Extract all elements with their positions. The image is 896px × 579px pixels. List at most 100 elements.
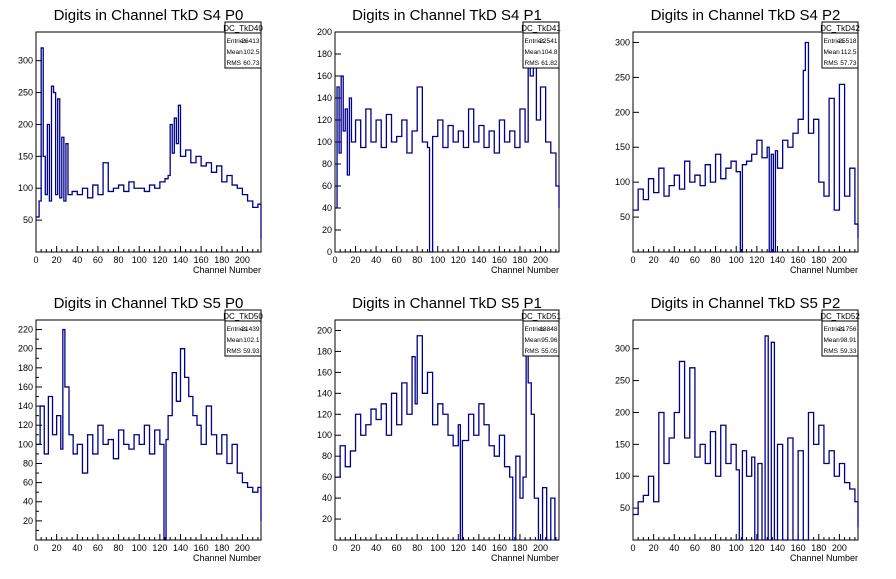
stats-row-value: 25518 [838, 38, 856, 45]
stats-box [224, 21, 262, 69]
x-tick-label: 60 [690, 255, 700, 265]
chart-title: Digits in Channel TkD S4 P1 [352, 7, 542, 24]
stats-row-label: Mean [525, 337, 542, 344]
x-tick-label: 200 [832, 255, 847, 265]
stats-row-value: 61.82 [541, 60, 558, 67]
y-tick-label: 60 [322, 472, 332, 482]
stats-row-label: Entries [525, 326, 546, 333]
y-tick-label: 300 [615, 344, 630, 354]
x-tick-label: 100 [132, 255, 147, 265]
stats-box [522, 21, 560, 69]
x-tick-label: 160 [194, 255, 209, 265]
x-tick-label: 80 [412, 255, 422, 265]
y-tick-label: 150 [615, 142, 630, 152]
x-tick-label: 60 [392, 255, 402, 265]
y-tick-label: 200 [18, 344, 33, 354]
y-tick-label: 160 [317, 71, 332, 81]
x-tick-label: 180 [811, 255, 826, 265]
histogram-series-line [36, 47, 262, 240]
stats-row-value: 55.05 [541, 348, 558, 355]
x-axis-label: Channel Number [193, 265, 261, 275]
x-tick-label: 60 [392, 543, 402, 553]
x-tick-label: 20 [351, 543, 361, 553]
x-tick-label: 120 [749, 543, 764, 553]
x-tick-label: 0 [33, 255, 38, 265]
y-tick-label: 80 [322, 451, 332, 461]
y-tick-label: 160 [317, 367, 332, 377]
y-tick-label: 80 [322, 159, 332, 169]
stats-row-label: Mean [824, 49, 841, 56]
x-tick-label: 180 [512, 543, 527, 553]
y-tick-label: 120 [18, 420, 33, 430]
stats-row-label: Entries [824, 326, 845, 333]
x-tick-label: 120 [152, 255, 167, 265]
x-tick-label: 20 [351, 255, 361, 265]
stats-row-value: 57.73 [840, 60, 857, 67]
x-tick-label: 140 [471, 543, 486, 553]
y-tick-label: 250 [615, 376, 630, 386]
x-tick-label: 160 [194, 543, 209, 553]
x-tick-label: 160 [791, 543, 806, 553]
y-tick-label: 100 [615, 177, 630, 187]
y-tick-label: 200 [317, 27, 332, 37]
stats-box-name: DC_TkD42 [820, 24, 860, 33]
x-tick-label: 140 [471, 255, 486, 265]
y-tick-label: 200 [18, 119, 33, 129]
y-tick-label: 300 [18, 56, 33, 66]
y-tick-label: 150 [18, 151, 33, 161]
x-tick-label: 200 [533, 543, 548, 553]
chart-title: Digits in Channel TkD S4 P0 [54, 7, 244, 24]
x-tick-label: 200 [832, 543, 847, 553]
x-tick-label: 0 [630, 255, 635, 265]
y-tick-label: 100 [18, 183, 33, 193]
plot-frame [35, 31, 262, 253]
x-tick-label: 80 [114, 543, 124, 553]
stats-row-value: 59.93 [243, 348, 260, 355]
x-tick-label: 40 [669, 255, 679, 265]
x-tick-label: 40 [669, 543, 679, 553]
chart-panel-5: Digits in Channel TkD S5 P2 0 20 40 60 80 100 1… [615, 295, 860, 563]
y-tick-label: 50 [23, 215, 33, 225]
plot-frame [35, 319, 262, 541]
stats-row-label: RMS [227, 60, 242, 67]
stats-box [224, 309, 262, 357]
y-tick-label: 40 [23, 497, 33, 507]
stats-row-label: Mean [824, 337, 841, 344]
y-tick-label: 200 [615, 407, 630, 417]
histogram-series-line [335, 42, 560, 253]
stats-row-value: 102.1 [243, 337, 260, 344]
plot-frame [334, 319, 560, 541]
y-tick-label: 60 [322, 181, 332, 191]
x-tick-label: 80 [711, 543, 721, 553]
y-tick-label: 200 [615, 107, 630, 117]
x-tick-label: 180 [512, 255, 527, 265]
stats-row-label: Mean [227, 49, 244, 56]
y-tick-label: 80 [23, 458, 33, 468]
y-tick-label: 50 [620, 503, 630, 513]
x-tick-label: 120 [749, 255, 764, 265]
y-tick-label: 100 [615, 471, 630, 481]
y-tick-label: 40 [322, 203, 332, 213]
x-tick-label: 100 [729, 543, 744, 553]
x-tick-label: 0 [332, 543, 337, 553]
y-tick-label: 180 [18, 363, 33, 373]
x-tick-label: 40 [72, 543, 82, 553]
x-tick-label: 40 [72, 255, 82, 265]
y-tick-label: 20 [23, 516, 33, 526]
stats-box-name: DC_TkD51 [521, 312, 561, 321]
x-tick-label: 40 [371, 543, 381, 553]
y-tick-label: 180 [317, 49, 332, 59]
x-tick-label: 20 [52, 255, 62, 265]
stats-box-name: DC_TkD40 [223, 24, 263, 33]
x-tick-label: 120 [451, 255, 466, 265]
stats-row-label: RMS [525, 60, 540, 67]
x-tick-label: 0 [630, 543, 635, 553]
x-axis-label: Channel Number [491, 265, 559, 275]
x-tick-label: 20 [649, 543, 659, 553]
histogram-series-line [36, 328, 262, 541]
y-tick-label: 140 [317, 93, 332, 103]
x-axis-label: Channel Number [491, 553, 559, 563]
stats-row-label: RMS [824, 60, 839, 67]
y-tick-label: 100 [317, 137, 332, 147]
